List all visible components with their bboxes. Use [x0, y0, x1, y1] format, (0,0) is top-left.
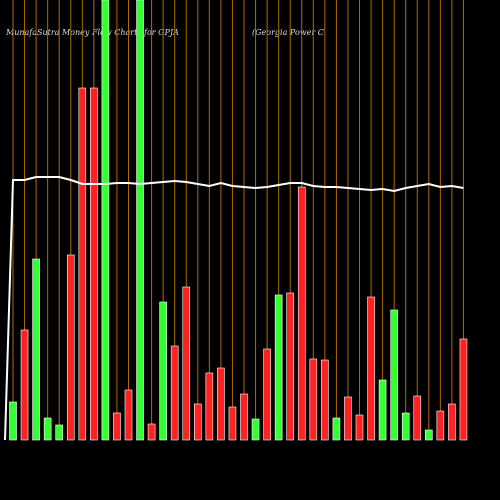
bar — [436, 410, 445, 441]
bar — [459, 338, 468, 441]
bar — [321, 359, 329, 441]
bar — [136, 0, 144, 441]
bar — [263, 348, 271, 441]
money-flow-line — [4, 176, 464, 441]
bar — [390, 309, 398, 441]
bar — [20, 329, 29, 441]
bar — [401, 412, 410, 441]
bar — [355, 414, 364, 441]
bar — [55, 424, 64, 441]
chart-subtitle: (Georgia Power C — [252, 28, 324, 37]
bar — [170, 345, 179, 441]
bar — [332, 417, 341, 441]
bar — [309, 358, 318, 441]
bar — [78, 87, 87, 441]
bar — [424, 429, 433, 441]
chart-title: MunafaSutra Money Flow Charts for GPJA — [5, 28, 179, 37]
bar — [101, 0, 110, 441]
bar — [182, 286, 191, 441]
bar — [448, 403, 456, 441]
bar — [413, 395, 422, 441]
bar — [367, 296, 375, 441]
bar — [251, 418, 260, 441]
bar — [90, 87, 98, 441]
bar — [9, 401, 17, 441]
bar — [32, 258, 40, 441]
bar — [159, 301, 167, 441]
bar — [344, 396, 352, 441]
bar — [43, 417, 52, 441]
bar — [194, 403, 202, 441]
bar — [286, 292, 295, 441]
bar — [378, 379, 387, 441]
bar — [217, 367, 225, 441]
bar — [205, 372, 214, 441]
bar — [274, 294, 283, 441]
bar — [66, 254, 75, 441]
bar — [124, 389, 133, 441]
bar — [297, 186, 306, 441]
bar — [240, 393, 248, 441]
bar — [228, 406, 237, 441]
bar — [113, 412, 121, 441]
bar — [147, 423, 156, 441]
